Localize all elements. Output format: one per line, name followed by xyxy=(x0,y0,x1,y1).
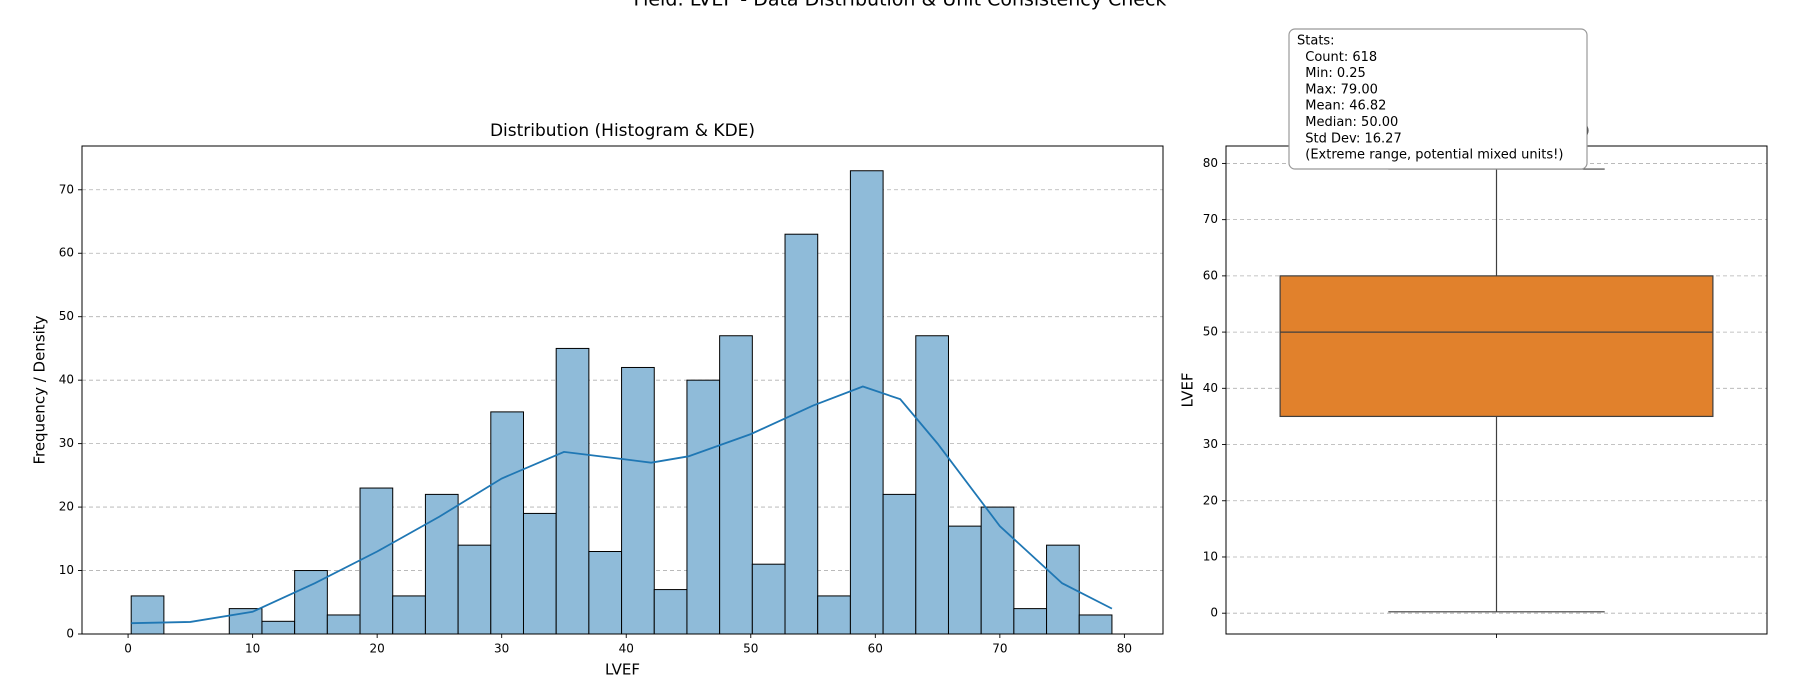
stats-line: Mean: 46.82 xyxy=(1297,99,1386,114)
bar xyxy=(947,525,982,635)
y-tick-label: 40 xyxy=(1203,381,1218,395)
bar xyxy=(555,347,590,635)
bar xyxy=(392,595,426,635)
bar xyxy=(1013,608,1048,635)
bar xyxy=(882,493,917,635)
y-tick-label: 10 xyxy=(59,563,74,577)
y-tick-label: 70 xyxy=(1203,212,1218,226)
kde-line xyxy=(131,385,1113,625)
bar xyxy=(621,366,655,635)
y-tick-label: 50 xyxy=(1203,325,1218,339)
axes-frame xyxy=(81,145,1164,635)
y-tick-label: 10 xyxy=(1203,549,1218,563)
y-tick-label: 60 xyxy=(59,246,74,260)
figure-title: Field: LVEF - Data Distribution & Unit C… xyxy=(634,0,1167,11)
stats-line: Stats: xyxy=(1297,34,1335,49)
box xyxy=(1279,275,1714,418)
y-axis-label: LVEF xyxy=(1179,372,1197,407)
y-tick-label: 20 xyxy=(1203,493,1218,507)
stats-line: Count: 618 xyxy=(1297,50,1377,65)
y-tick-label: 40 xyxy=(59,373,74,387)
bar xyxy=(817,595,851,635)
x-axis-label: LVEF xyxy=(605,661,640,679)
x-tick-label: 10 xyxy=(245,642,260,656)
y-tick-label: 30 xyxy=(59,436,74,450)
x-tick-label: 30 xyxy=(494,642,509,656)
bar xyxy=(294,570,328,635)
bar xyxy=(588,551,623,635)
x-tick-label: 0 xyxy=(124,642,132,656)
stats-line: Median: 50.00 xyxy=(1297,115,1398,130)
bar xyxy=(359,487,394,635)
x-tick-label: 20 xyxy=(370,642,385,656)
x-tick-label: 80 xyxy=(1117,642,1132,656)
subplot-title: Distribution (Histogram & KDE) xyxy=(490,121,755,141)
bar xyxy=(719,335,753,635)
bar xyxy=(424,493,459,635)
x-tick-label: 60 xyxy=(868,642,883,656)
bar xyxy=(130,595,165,635)
stats-line: Min: 0.25 xyxy=(1297,66,1366,81)
bar xyxy=(457,544,492,635)
bar xyxy=(326,614,361,635)
y-tick-label: 30 xyxy=(1203,437,1218,451)
x-tick-label: 40 xyxy=(619,642,634,656)
y-tick-label: 0 xyxy=(66,627,74,641)
bar xyxy=(653,589,688,635)
bar xyxy=(915,335,949,635)
bar xyxy=(522,512,557,635)
stats-box-frame xyxy=(1288,28,1588,170)
stats-line: Max: 79.00 xyxy=(1297,82,1378,97)
bar xyxy=(490,411,524,635)
y-axis-label: Frequency / Density xyxy=(31,315,49,464)
x-tick-label: 50 xyxy=(743,642,758,656)
bar xyxy=(784,233,819,635)
bar xyxy=(686,379,721,635)
y-tick-label: 20 xyxy=(59,500,74,514)
bar xyxy=(849,170,884,635)
y-tick-label: 50 xyxy=(59,309,74,323)
stats-line: Std Dev: 16.27 xyxy=(1297,131,1402,146)
x-tick-label: 70 xyxy=(992,642,1007,656)
y-tick-label: 80 xyxy=(1203,156,1218,170)
bar xyxy=(1078,614,1113,635)
y-tick-label: 60 xyxy=(1203,268,1218,282)
y-tick-label: 70 xyxy=(59,182,74,196)
y-tick-label: 0 xyxy=(1210,606,1218,620)
stats-line: (Extreme range, potential mixed units!) xyxy=(1297,148,1563,163)
bar xyxy=(261,620,296,635)
bar xyxy=(751,563,786,635)
stats-box: Stats: Count: 618 Min: 0.25 Max: 79.00 M… xyxy=(1288,28,1588,170)
bar xyxy=(980,506,1015,635)
